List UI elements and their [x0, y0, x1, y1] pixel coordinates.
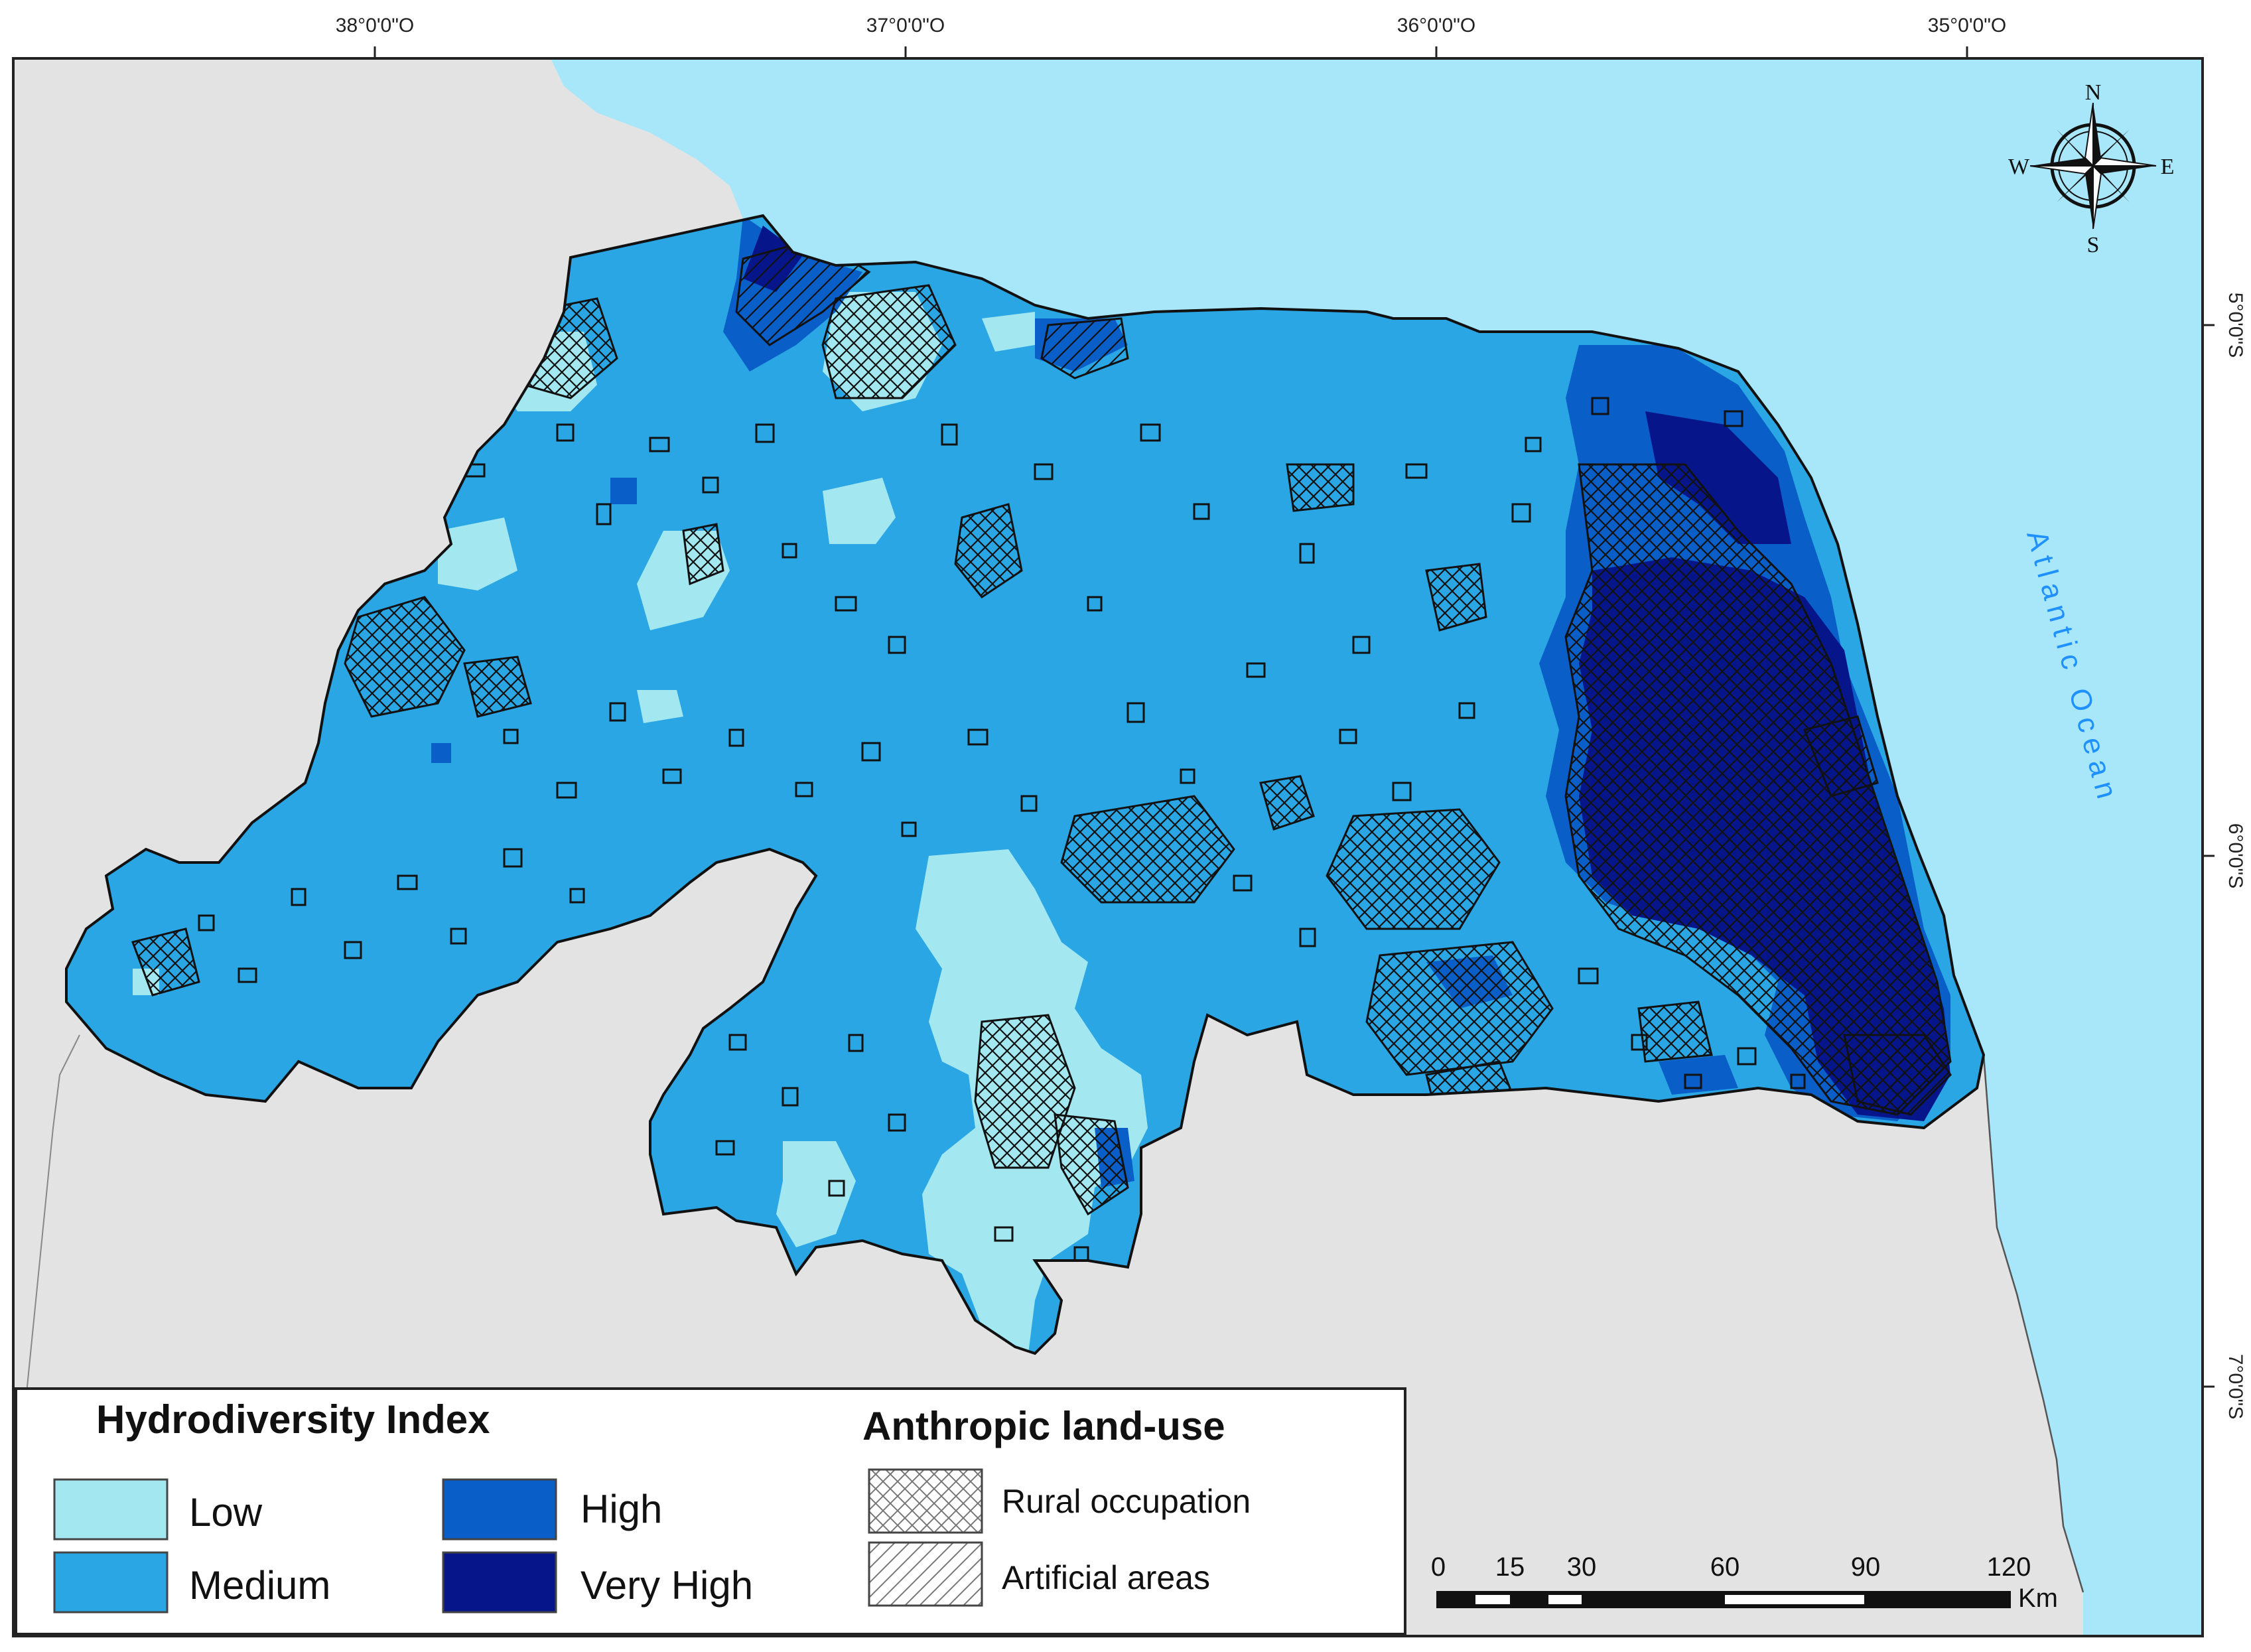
legend-label-low: Low: [189, 1490, 263, 1535]
legend-swatch-medium: [53, 1551, 169, 1614]
legend-swatch-rural-occupation: [868, 1468, 983, 1534]
scale-label: 90: [1851, 1552, 1881, 1582]
scale-bar: 0 15 30 60 90 120 Km: [1431, 1552, 2058, 1613]
state-territory: [66, 216, 1984, 1353]
neighbour-states: [13, 58, 2083, 1636]
legend-swatch-artificial-areas: [868, 1541, 983, 1607]
scale-label: 15: [1495, 1552, 1525, 1582]
legend-swatch-very-high: [442, 1551, 557, 1614]
compass-north-label: N: [2085, 80, 2102, 105]
longitude-tick-label: 36°0'0"O: [1397, 15, 1475, 36]
hydro-legend-title: Hydrodiversity Index: [96, 1397, 490, 1442]
compass-east-label: E: [2161, 155, 2175, 179]
longitude-graticule: 38°0'0"O 37°0'0"O 36°0'0"O 35°0'0"O: [336, 15, 2006, 58]
landscape-unit-outlines: [198, 397, 1806, 1262]
legend-label-medium: Medium: [189, 1563, 330, 1608]
compass-west-label: W: [2008, 155, 2030, 179]
longitude-tick-label: 35°0'0"O: [1928, 15, 2006, 36]
state-boundary: [65, 214, 1986, 1355]
latitude-tick-label: 6°0'0"S: [2224, 823, 2246, 888]
legend: Hydrodiversity Index Low Medium High Ver…: [15, 1387, 1406, 1635]
map-border: [12, 57, 2204, 1637]
latitude-graticule: 5°0'0"S 6°0'0"S 7°0'0"S: [2203, 293, 2246, 1419]
legend-swatch-high: [442, 1478, 557, 1541]
landuse-legend-title: Anthropic land-use: [862, 1404, 1225, 1448]
legend-swatch-low: [53, 1478, 169, 1541]
latitude-tick-label: 5°0'0"S: [2224, 293, 2246, 358]
legend-label-high: High: [580, 1487, 662, 1531]
legend-label-artificial-areas: Artificial areas: [1002, 1559, 1210, 1596]
scale-label: 60: [1710, 1552, 1740, 1582]
longitude-tick-label: 37°0'0"O: [866, 15, 945, 36]
longitude-tick-label: 38°0'0"O: [336, 15, 414, 36]
scale-label: 0: [1431, 1552, 1446, 1582]
legend-label-very-high: Very High: [580, 1563, 753, 1608]
compass-south-label: S: [2087, 233, 2100, 257]
compass-rose: N S E W: [2008, 80, 2174, 257]
scale-unit: Km: [2018, 1584, 2058, 1613]
latitude-tick-label: 7°0'0"S: [2224, 1354, 2246, 1419]
scale-label: 30: [1567, 1552, 1597, 1582]
legend-label-rural-occupation: Rural occupation: [1002, 1483, 1251, 1520]
scale-label: 120: [1987, 1552, 2031, 1582]
